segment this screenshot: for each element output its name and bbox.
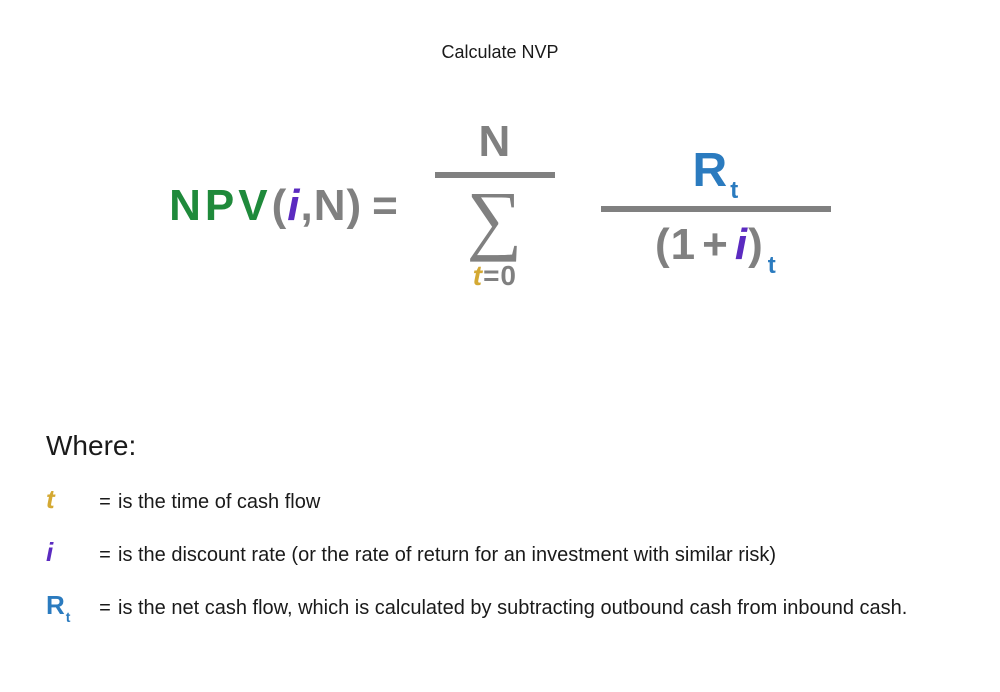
definition-symbol-main: i	[46, 537, 53, 568]
den-sub: t	[768, 252, 777, 280]
definition-symbol-main: R	[46, 590, 65, 621]
summation: N ∑ t=0	[435, 120, 555, 292]
den-open-paren: (	[655, 220, 671, 270]
sigma-icon: ∑	[467, 184, 524, 254]
den-one: 1	[671, 220, 696, 270]
page-title: Calculate NVP	[0, 42, 1000, 63]
fraction-numerator: R t	[693, 143, 740, 198]
where-section: Where: t = is the time of cash flow i = …	[46, 430, 954, 643]
definition-equals: =	[92, 491, 118, 514]
numerator-r: R	[693, 143, 729, 198]
numerator-sub: t	[730, 177, 739, 205]
den-plus: +	[702, 220, 729, 270]
definition-row: i = is the discount rate (or the rate of…	[46, 537, 954, 568]
definition-symbol: i	[46, 537, 92, 568]
arg-i: i	[287, 181, 300, 231]
definition-text: is the time of cash flow	[118, 491, 954, 514]
den-close-paren: )	[748, 220, 764, 270]
fraction-denominator: ( 1 + i ) t	[655, 220, 777, 270]
den-i: i	[735, 220, 748, 270]
definition-row: t = is the time of cash flow	[46, 484, 954, 515]
definition-symbol-main: t	[46, 484, 55, 515]
definition-text: is the discount rate (or the rate of ret…	[118, 544, 954, 567]
close-paren: )	[347, 181, 363, 231]
arg-n: N	[314, 181, 347, 231]
fraction: R t ( 1 + i ) t	[601, 143, 831, 270]
sum-lower-rest: =0	[483, 260, 517, 291]
definition-symbol: t	[46, 484, 92, 515]
definition-text: is the net cash flow, which is calculate…	[118, 597, 954, 620]
sum-upper-bound: N	[478, 120, 511, 164]
fraction-bar	[601, 206, 831, 212]
arg-comma: ,	[301, 181, 314, 231]
func-name: NPV	[169, 181, 271, 231]
equals-sign: =	[372, 181, 399, 231]
definition-equals: =	[92, 544, 118, 567]
where-heading: Where:	[46, 430, 954, 462]
sum-lower-bound: t=0	[473, 260, 517, 292]
definition-symbol-sub: t	[66, 609, 71, 625]
npv-formula: NPV ( i , N ) = N ∑ t=0 R t ( 1 + i ) t	[0, 120, 1000, 292]
sum-lower-var: t	[473, 260, 483, 291]
definition-symbol: R t	[46, 590, 92, 621]
formula-lhs: NPV ( i , N )	[169, 181, 362, 231]
open-paren: (	[272, 181, 288, 231]
definition-row: R t = is the net cash flow, which is cal…	[46, 590, 954, 621]
definition-equals: =	[92, 597, 118, 620]
